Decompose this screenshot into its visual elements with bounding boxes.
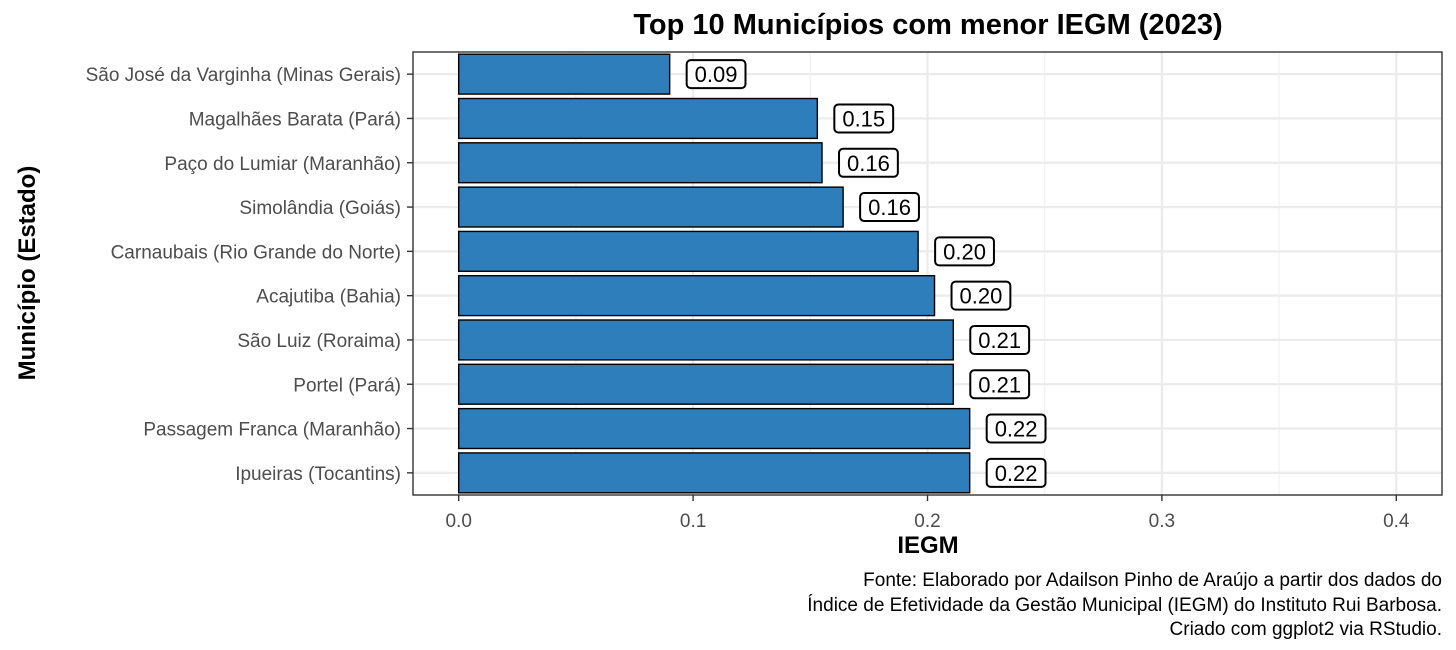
bar (458, 452, 971, 494)
bar (458, 97, 819, 140)
value-label-text: 0.09 (695, 62, 738, 87)
value-label-text: 0.22 (995, 461, 1038, 486)
category-label: Simolândia (Goiás) (239, 198, 401, 219)
category-label: Ipueiras (Tocantins) (235, 464, 401, 485)
value-label: 0.20 (934, 236, 995, 267)
value-label: 0.22 (985, 413, 1047, 444)
value-label: 0.09 (685, 59, 747, 90)
x-tick-label: 0.0 (445, 511, 471, 532)
value-label-box (985, 457, 1047, 488)
bar (458, 319, 954, 361)
value-label: 0.21 (969, 369, 1031, 400)
value-label-text: 0.21 (978, 372, 1021, 397)
value-label-box (859, 192, 920, 223)
x-tick-label: 0.2 (914, 511, 940, 532)
y-axis-title: Município (Estado) (14, 166, 41, 381)
value-label-box (950, 280, 1012, 311)
value-label: 0.22 (985, 457, 1047, 488)
bar (458, 275, 936, 317)
bar (458, 53, 671, 95)
value-label-box (969, 369, 1031, 400)
category-label: São José da Varginha (Minas Gerais) (86, 65, 401, 86)
value-label-box (685, 59, 747, 90)
value-label-box (985, 413, 1047, 444)
caption-line-2: Índice de Efetividade da Gestão Municipa… (807, 595, 1442, 616)
x-axis: 0.0 0.1 0.2 0.3 0.4 (445, 495, 1410, 532)
category-label: Carnaubais (Rio Grande do Norte) (111, 242, 401, 263)
caption-line-1: Fonte: Elaborado por Adailson Pinho de A… (863, 570, 1442, 591)
value-label-text: 0.20 (943, 239, 986, 264)
category-label: São Luiz (Roraima) (237, 331, 401, 352)
chart-title: Top 10 Municípios com menor IEGM (2023) (633, 9, 1222, 41)
bar (458, 363, 954, 405)
value-label-box (934, 236, 995, 267)
value-label-text: 0.16 (847, 151, 890, 176)
value-label: 0.16 (838, 147, 899, 178)
value-label-text: 0.22 (995, 417, 1038, 442)
value-label: 0.21 (969, 324, 1031, 355)
value-label-text: 0.21 (978, 328, 1021, 353)
plot-panel: 0.09 0.15 0.16 0.16 0.20 0.20 0.21 0.21 0.22 0.22 (412, 51, 1443, 496)
bar (458, 186, 844, 228)
value-label-box (838, 147, 899, 178)
y-axis: São José da Varginha (Minas Gerais) Magal… (86, 65, 413, 485)
caption-line-3: Criado com ggplot2 via RStudio. (1170, 619, 1442, 640)
bar (458, 230, 919, 272)
value-label-text: 0.16 (868, 195, 911, 220)
value-label-text: 0.20 (960, 284, 1003, 309)
value-label: 0.15 (833, 103, 895, 134)
bar (458, 142, 823, 184)
category-label: Acajutiba (Bahia) (256, 287, 401, 308)
category-label: Paço do Lumiar (Maranhão) (164, 154, 401, 175)
value-label-box (833, 103, 895, 134)
x-axis-title: IEGM (897, 532, 958, 559)
caption: Fonte: Elaborado por Adailson Pinho de A… (807, 570, 1442, 640)
value-label: 0.16 (859, 192, 920, 223)
x-tick-label: 0.3 (1149, 511, 1175, 532)
category-label: Magalhães Barata (Pará) (189, 109, 401, 130)
value-label: 0.20 (950, 280, 1012, 311)
x-tick-label: 0.4 (1383, 511, 1410, 532)
value-label-text: 0.15 (842, 106, 885, 131)
bar (458, 407, 971, 450)
category-label: Portel (Pará) (293, 375, 401, 396)
x-tick-label: 0.1 (680, 511, 706, 532)
value-label-box (969, 324, 1031, 355)
category-label: Passagem Franca (Maranhão) (143, 420, 401, 441)
